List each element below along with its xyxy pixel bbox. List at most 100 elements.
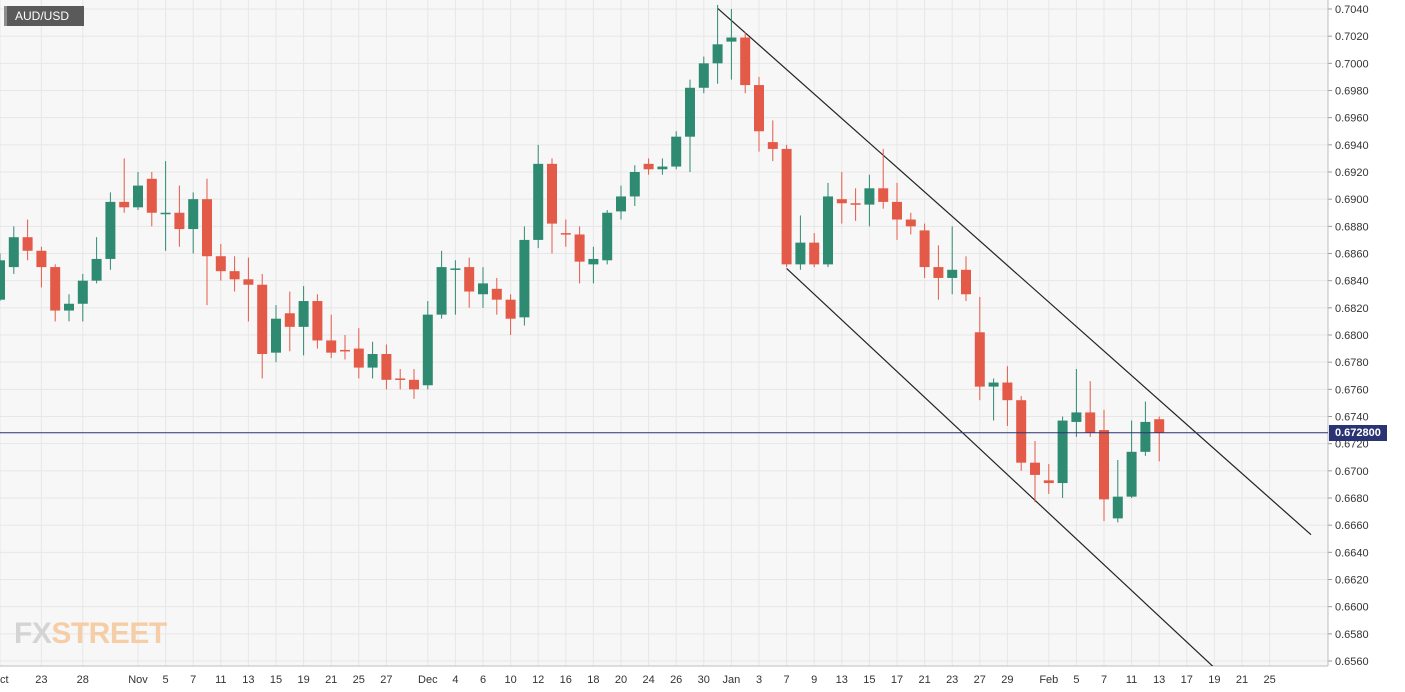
x-tick-label: 19	[1208, 674, 1220, 686]
x-tick-label: 28	[77, 674, 89, 686]
candle-body	[533, 163, 544, 240]
x-tick-label: 21	[1236, 674, 1248, 686]
fxstreet-logo: FXSTREET	[14, 617, 167, 651]
candle-bearish	[754, 76, 764, 152]
candle-body	[464, 267, 475, 292]
candle-bearish	[740, 32, 751, 94]
candle-body	[1057, 420, 1068, 484]
candle-bearish	[974, 296, 985, 401]
x-tick-label: Oct	[0, 674, 9, 686]
candle-body	[36, 250, 47, 268]
candles	[0, 4, 1165, 523]
candle-body	[698, 63, 709, 88]
candle-bullish	[188, 192, 199, 254]
x-axis: Oct 23 28 Nov 5 7 11 13 15 19 21 25 27 Dec 4 6 10 12 16 18 2…	[0, 665, 1328, 686]
x-tick-label: 17	[1181, 674, 1193, 686]
trendline	[717, 7, 1312, 536]
candle-bearish	[905, 212, 916, 235]
candle-body	[243, 279, 254, 285]
candle-bullish	[1126, 420, 1137, 498]
candle-bullish	[271, 305, 281, 363]
x-tick-label: 13	[836, 674, 848, 686]
candle-body	[422, 314, 433, 386]
y-tick-label: 0.6720	[1335, 439, 1369, 451]
candle-bullish	[602, 210, 613, 265]
candle-body	[809, 242, 820, 265]
x-tick-label: 29	[1001, 674, 1013, 686]
candle-bullish	[864, 174, 875, 227]
candle-bearish	[36, 246, 47, 288]
candle-body	[395, 378, 406, 380]
x-tick-label: 13	[1153, 674, 1165, 686]
candle-bearish	[326, 314, 337, 359]
candle-body	[629, 172, 640, 197]
candle-bearish	[464, 257, 475, 308]
candle-body	[450, 268, 461, 270]
candle-body	[961, 269, 971, 295]
x-tick-label: 11	[215, 674, 226, 686]
candle-body	[1140, 421, 1151, 452]
y-tick-label: 0.6940	[1335, 140, 1369, 152]
candle-bearish	[257, 273, 268, 379]
x-tick-label: 18	[587, 674, 599, 686]
candle-body	[947, 269, 958, 278]
candle-body	[974, 332, 985, 387]
candle-body	[133, 185, 143, 208]
candle-bearish	[643, 158, 654, 175]
candle-bullish	[519, 226, 530, 326]
y-tick-label: 0.6660	[1335, 520, 1369, 532]
candle-body	[671, 136, 682, 167]
candle-body	[8, 237, 19, 268]
candle-body	[643, 163, 654, 170]
candle-body	[1016, 400, 1027, 463]
candle-body	[381, 354, 392, 380]
candle-bullish	[533, 144, 544, 249]
candle-body	[1126, 451, 1137, 497]
x-tick-label: 19	[297, 674, 309, 686]
candle-body	[77, 280, 88, 304]
y-tick-label: 0.6640	[1335, 547, 1369, 559]
candle-body	[353, 348, 364, 368]
x-tick-label: 15	[270, 674, 282, 686]
candle-bearish	[119, 158, 130, 213]
x-tick-label: 21	[325, 674, 337, 686]
y-tick-label: 0.6560	[1335, 656, 1369, 668]
candle-bearish	[574, 226, 585, 284]
candle-body	[1112, 496, 1123, 519]
candle-bearish	[547, 158, 557, 254]
logo-fx: FX	[14, 617, 52, 650]
candle-body	[519, 239, 530, 318]
candle-body	[409, 379, 419, 390]
x-tick-label: 25	[353, 674, 365, 686]
y-tick-label: 0.6820	[1335, 303, 1369, 315]
candle-bearish	[892, 182, 902, 240]
candle-body	[754, 85, 764, 132]
candle-body	[850, 203, 861, 205]
x-tick-label: 7	[190, 674, 196, 686]
candle-body	[174, 212, 185, 230]
candle-bullish	[105, 192, 116, 270]
candle-body	[478, 283, 488, 295]
candle-body	[188, 199, 199, 230]
x-tick-label: 7	[784, 674, 790, 686]
y-tick-label: 0.6880	[1335, 221, 1369, 233]
candle-bullish	[685, 79, 695, 172]
x-tick-label: 30	[698, 674, 710, 686]
candle-body	[616, 196, 626, 212]
candle-body	[64, 303, 74, 311]
candle-bearish	[1030, 440, 1040, 503]
x-tick-label: Feb	[1039, 674, 1058, 686]
x-tick-label: 21	[918, 674, 930, 686]
symbol-badge: AUD/USD	[4, 6, 84, 26]
x-tick-label: 10	[504, 674, 516, 686]
y-tick-label: 0.6760	[1335, 384, 1369, 396]
candle-body	[229, 271, 240, 280]
candle-body	[0, 260, 5, 300]
candle-bearish	[919, 223, 930, 278]
candle-body	[146, 178, 157, 213]
candle-bearish	[395, 368, 406, 390]
candle-body	[588, 258, 599, 265]
y-tick-label: 0.6580	[1335, 629, 1369, 641]
candle-bullish	[436, 250, 447, 319]
